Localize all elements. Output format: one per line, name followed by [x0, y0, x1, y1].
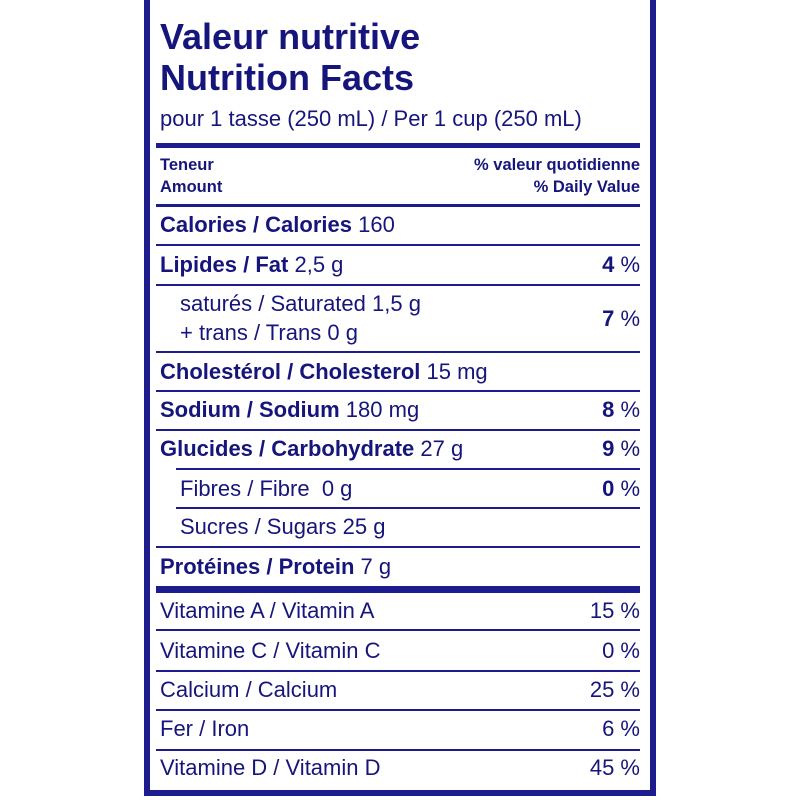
nutrient-row-sodium: Sodium / Sodium 180 mg 8 %	[160, 397, 640, 422]
divider	[156, 284, 640, 286]
title-french: Valeur nutritive	[160, 16, 421, 57]
nutrient-row-cholesterol: Cholestérol / Cholesterol 15 mg	[160, 359, 488, 384]
serving-size: pour 1 tasse (250 mL) / Per 1 cup (250 m…	[160, 106, 582, 131]
divider	[156, 546, 640, 548]
nutrient-row-calories: Calories / Calories 160	[160, 212, 395, 237]
vitamin-row: Calcium / Calcium 25 %	[160, 677, 640, 702]
vitamin-row: Vitamine D / Vitamin D 45 %	[160, 755, 640, 780]
divider	[156, 390, 640, 392]
dv-label-fr: % valeur quotidienne	[474, 156, 640, 174]
amount-label-fr: Teneur	[160, 156, 214, 174]
divider	[156, 244, 640, 246]
nutrition-label-border	[144, 0, 656, 796]
divider	[176, 507, 640, 509]
nutrient-row-protein: Protéines / Protein 7 g	[160, 554, 392, 579]
divider-thick	[156, 586, 640, 593]
nutrient-row-carbohydrate: Glucides / Carbohydrate 27 g 9 %	[160, 436, 640, 461]
divider	[156, 749, 640, 751]
amount-label-en: Amount	[160, 178, 223, 196]
divider	[156, 629, 640, 631]
divider	[156, 429, 640, 431]
divider	[176, 468, 640, 470]
vitamin-row: Vitamine A / Vitamin A 15 %	[160, 598, 640, 623]
nutrient-row-sugars: Sucres / Sugars 25 g	[180, 514, 386, 539]
divider	[156, 204, 640, 207]
title-english: Nutrition Facts	[160, 57, 415, 98]
column-header: Teneur Amount % valeur quotidienne % Daily…	[160, 154, 640, 198]
vitamin-row: Fer / Iron 6 %	[160, 716, 640, 741]
nutrient-row-fat: Lipides / Fat 2,5 g 4 %	[160, 252, 640, 277]
divider	[156, 670, 640, 672]
divider	[156, 709, 640, 711]
dv-label-en: % Daily Value	[533, 178, 640, 196]
divider-thick	[156, 143, 640, 148]
divider	[156, 351, 640, 353]
nutrient-row-saturated-trans: saturés / Saturated 1,5 g + trans / Trans…	[180, 291, 640, 345]
nutrient-row-fibre: Fibres / Fibre 0 g 0 %	[180, 476, 640, 501]
